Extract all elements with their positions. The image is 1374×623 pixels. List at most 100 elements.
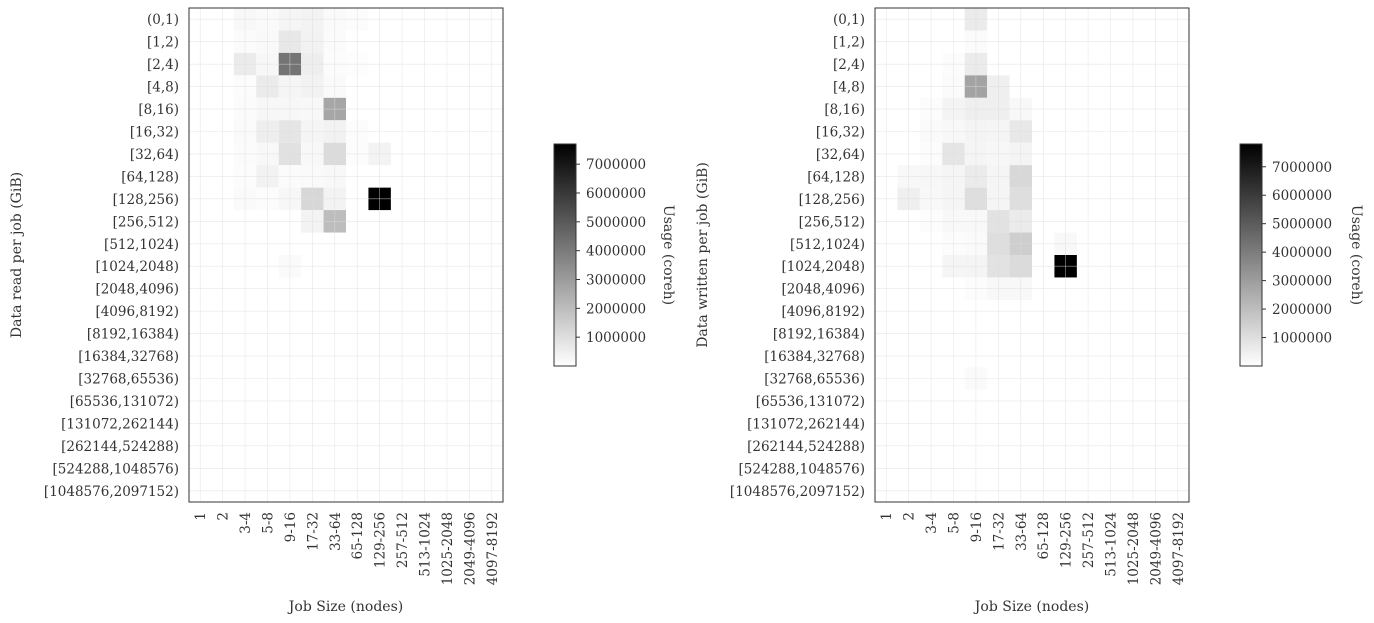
written-y-tick-label: [32768,65536) — [764, 372, 865, 388]
written-y-tick-label: [262144,524288) — [747, 439, 865, 455]
written-y-tick-label: [1,2) — [833, 35, 865, 51]
read-x-tick-label: 4097-8192 — [485, 512, 501, 585]
read-y-tick-label: [64,128) — [121, 169, 179, 185]
read-heatmap-frame — [188, 7, 504, 503]
written-y-tick-label: [2048,4096) — [781, 282, 865, 298]
written-y-tick-label: [1048576,2097152) — [730, 484, 865, 500]
written-y-tick-label: [16384,32768) — [764, 349, 865, 365]
written-x-tick-label: 2 — [902, 512, 918, 521]
read-x-tick-label: 17-32 — [305, 512, 321, 551]
read-y-tick-labels: (0,1) [1,2) [2,4) [4,8) [8,16) [16,32) [32,64)… — [44, 12, 179, 500]
written-y-tick-label: [16,32) — [816, 125, 865, 141]
read-colorbar-tick-label: 7000000 — [586, 157, 646, 173]
written-colorbar-tick-label: 7000000 — [1272, 160, 1332, 176]
written-y-tick-label: [4096,8192) — [781, 304, 865, 320]
written-colorbar-tick-label: 5000000 — [1272, 217, 1332, 233]
read-colorbar-gradient — [553, 143, 577, 367]
read-y-tick-label: [4,8) — [147, 80, 179, 96]
read-y-tick-label: [131072,262144) — [61, 416, 179, 432]
written-y-tick-label: [1024,2048) — [781, 259, 865, 275]
read-y-tick-label: [1048576,2097152) — [44, 484, 179, 500]
written-colorbar-ticks: 1000000 2000000 3000000 4000000 5000000 60000… — [1262, 160, 1332, 347]
written-y-tick-label: (0,1) — [833, 12, 865, 28]
written-heatmap-frame — [874, 7, 1190, 503]
read-y-tick-label: [256,512) — [113, 214, 179, 230]
written-y-tick-label: [8,16) — [824, 102, 865, 118]
written-y-tick-label: [8192,16384) — [773, 327, 865, 343]
read-y-tick-label: [1,2) — [147, 35, 179, 51]
read-x-tick-labels: 1 2 3-4 5-8 9-16 17-32 33-64 65-128 129-256 257-5… — [193, 512, 501, 585]
written-y-tick-label: [32,64) — [816, 147, 865, 163]
written-x-tick-label: 257-512 — [1081, 512, 1097, 568]
written-y-tick-labels: (0,1) [1,2) [2,4) [4,8) [8,16) [16,32) [32,64)… — [730, 12, 865, 500]
read-y-tick-label: [1024,2048) — [95, 259, 179, 275]
written-colorbar-tick-label: 1000000 — [1272, 331, 1332, 347]
written-y-tick-label: [524288,1048576) — [739, 461, 865, 477]
read-x-tick-label: 129-256 — [373, 512, 389, 568]
written-y-tick-label: [4,8) — [833, 80, 865, 96]
read-colorbar-tick-label: 3000000 — [586, 273, 646, 289]
read-y-tick-label: [128,256) — [113, 192, 179, 208]
read-y-tick-label: [524288,1048576) — [53, 461, 179, 477]
read-x-tick-label: 1 — [193, 512, 209, 521]
read-x-tick-label: 3-4 — [238, 512, 254, 534]
written-x-tick-label: 65-128 — [1036, 512, 1052, 560]
written-x-tick-label: 9-16 — [969, 512, 985, 542]
written-colorbar: 1000000 2000000 3000000 4000000 5000000 60000… — [1239, 143, 1364, 367]
read-heatmap-grid — [189, 8, 503, 502]
read-y-tick-label: [32768,65536) — [78, 372, 179, 388]
read-y-tick-label: [2048,4096) — [95, 282, 179, 298]
read-y-tick-label: [8192,16384) — [87, 327, 179, 343]
written-y-tick-label: [512,1024) — [790, 237, 865, 253]
read-x-tick-label: 65-128 — [350, 512, 366, 560]
written-y-tick-label: [65536,131072) — [756, 394, 865, 410]
written-x-tick-label: 2049-4096 — [1148, 512, 1164, 585]
written-colorbar-tick-label: 4000000 — [1272, 245, 1332, 261]
read-colorbar-title: Usage (coreh) — [660, 205, 676, 305]
read-y-tick-label: [16,32) — [130, 125, 179, 141]
read-x-tick-label: 2 — [216, 512, 232, 521]
read-colorbar-tick-label: 4000000 — [586, 244, 646, 260]
written-colorbar-tick-label: 3000000 — [1272, 274, 1332, 290]
written-colorbar-tick-label: 6000000 — [1272, 188, 1332, 204]
written-heatmap-panel: (0,1) [1,2) [2,4) [4,8) [8,16) [16,32) [32,64)… — [695, 7, 1364, 615]
read-x-tick-label: 2049-4096 — [462, 512, 478, 585]
read-y-tick-label: [262144,524288) — [61, 439, 179, 455]
read-x-tick-label: 5-8 — [261, 512, 277, 534]
read-colorbar: 1000000 2000000 3000000 4000000 5000000 60000… — [553, 143, 676, 367]
written-x-tick-label: 1 — [879, 512, 895, 521]
written-x-tick-label: 4097-8192 — [1171, 512, 1187, 585]
written-colorbar-gradient — [1239, 143, 1263, 367]
read-y-tick-label: [4096,8192) — [95, 304, 179, 320]
read-y-tick-label: [16384,32768) — [78, 349, 179, 365]
read-y-tick-label: [32,64) — [130, 147, 179, 163]
written-x-tick-label: 33-64 — [1014, 512, 1030, 551]
written-x-tick-label: 513-1024 — [1104, 512, 1120, 577]
read-colorbar-tick-label: 5000000 — [586, 215, 646, 231]
read-x-tick-label: 9-16 — [283, 512, 299, 542]
written-y-axis-title: Data written per job (GiB) — [695, 162, 711, 348]
written-y-tick-label: [128,256) — [799, 192, 865, 208]
written-y-tick-label: [256,512) — [799, 214, 865, 230]
written-x-tick-labels: 1 2 3-4 5-8 9-16 17-32 33-64 65-128 129-256 257-5… — [879, 512, 1187, 585]
read-colorbar-tick-label: 6000000 — [586, 186, 646, 202]
written-x-tick-label: 17-32 — [991, 512, 1007, 551]
read-x-axis-title: Job Size (nodes) — [287, 599, 403, 615]
written-x-tick-label: 3-4 — [924, 512, 940, 534]
written-y-tick-label: [2,4) — [833, 57, 865, 73]
read-colorbar-tick-label: 1000000 — [586, 330, 646, 346]
read-x-tick-label: 1025-2048 — [440, 512, 456, 585]
read-colorbar-tick-label: 2000000 — [586, 301, 646, 317]
read-y-tick-label: [65536,131072) — [70, 394, 179, 410]
written-colorbar-tick-label: 2000000 — [1272, 302, 1332, 318]
written-x-tick-label: 1025-2048 — [1126, 512, 1142, 585]
read-x-tick-label: 513-1024 — [418, 512, 434, 577]
read-y-axis-title: Data read per job (GiB) — [9, 172, 25, 338]
written-y-tick-label: [131072,262144) — [747, 416, 865, 432]
written-x-axis-title: Job Size (nodes) — [973, 599, 1089, 615]
read-y-tick-label: [8,16) — [138, 102, 179, 118]
written-x-tick-label: 129-256 — [1059, 512, 1075, 568]
written-heatmap-grid — [875, 8, 1189, 502]
read-heatmap-panel: (0,1) [1,2) [2,4) [4,8) [8,16) [16,32) [32,64)… — [9, 7, 676, 615]
